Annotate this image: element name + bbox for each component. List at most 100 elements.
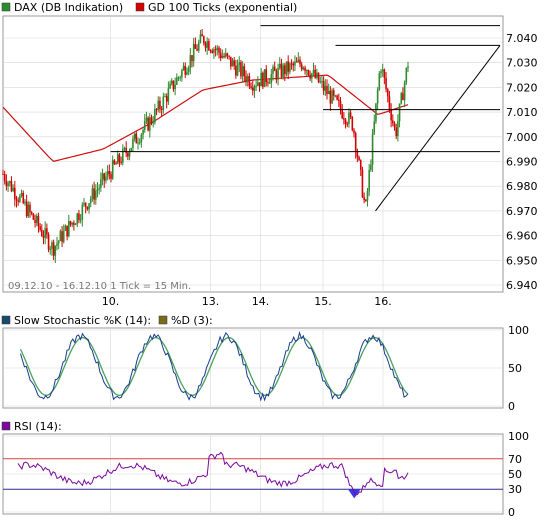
candle-body <box>130 147 133 152</box>
candle-body <box>206 41 208 48</box>
candle-body <box>287 61 289 72</box>
candle-body <box>46 228 48 235</box>
candle-body <box>219 52 222 58</box>
candle-body <box>76 213 79 225</box>
candle-body <box>253 86 256 91</box>
candle-body <box>194 44 197 49</box>
candle-body <box>230 56 232 67</box>
candle-body <box>267 81 269 84</box>
candle-body <box>47 234 50 250</box>
candle-body <box>407 66 409 68</box>
candle-body <box>223 55 225 57</box>
candle-body <box>314 69 316 78</box>
legend-swatch-ma <box>135 2 145 12</box>
candle-body <box>176 77 178 85</box>
rsi-y-tick-label: 30 <box>508 483 522 496</box>
legend-swatch-d <box>158 315 168 325</box>
candle-body <box>201 34 203 37</box>
candle-body <box>332 90 335 96</box>
candle-body <box>353 130 355 134</box>
candle-body <box>218 47 220 53</box>
candle-body <box>122 148 124 163</box>
candle-body <box>59 231 62 241</box>
candle-body <box>358 157 360 160</box>
candle-body <box>191 55 193 62</box>
candle-body <box>331 90 333 104</box>
candle-body <box>116 154 119 165</box>
candle-body <box>66 225 68 237</box>
candle-body <box>106 170 109 177</box>
price-y-tick-label: 6.960 <box>506 230 538 243</box>
candle-body <box>375 103 377 122</box>
candle-body <box>295 61 298 63</box>
candle-body <box>24 201 26 204</box>
candle-body <box>226 53 229 56</box>
candle-body <box>403 82 406 101</box>
candle-body <box>329 90 332 104</box>
candle-body <box>167 88 170 102</box>
candle-body <box>189 55 192 68</box>
legend-swatch-main <box>1 2 11 12</box>
candle-body <box>100 179 102 188</box>
candle-body <box>30 212 33 214</box>
rsi-grid <box>3 434 503 514</box>
candle-body <box>110 174 112 179</box>
candle-body <box>152 122 154 124</box>
candle-body <box>78 213 80 221</box>
candle-body <box>282 65 284 77</box>
candle-body <box>184 65 187 75</box>
candle-body <box>209 50 212 52</box>
candle-body <box>128 151 131 157</box>
candle-body <box>69 221 72 225</box>
candle-body <box>245 76 247 82</box>
candle-body <box>170 80 173 84</box>
candle-body <box>378 73 381 90</box>
candle-body <box>341 109 343 119</box>
candle-body <box>5 180 8 187</box>
support-resistance-lines <box>110 25 501 212</box>
x-tick-label: 13. <box>202 295 220 308</box>
stochastic-k-line <box>20 331 409 402</box>
candle-body <box>238 62 241 66</box>
candle-body <box>214 49 217 51</box>
candle-body <box>258 82 261 87</box>
candle-body <box>14 187 16 200</box>
candle-body <box>392 120 394 124</box>
candle-body <box>385 77 387 90</box>
candle-body <box>302 67 305 70</box>
legend-ma-series: GD 100 Ticks (exponential) <box>148 1 297 14</box>
moving-average-line <box>2 74 409 162</box>
candle-body <box>127 152 129 157</box>
candle-body <box>275 71 278 80</box>
candle-body <box>3 174 6 181</box>
candle-body <box>326 85 328 95</box>
rsi-y-tick-label: 70 <box>508 453 522 466</box>
candle-body <box>316 72 318 78</box>
candle-body <box>272 66 274 75</box>
candle-body <box>251 87 254 91</box>
candle-body <box>172 80 175 90</box>
candle-body <box>79 219 82 221</box>
candle-body <box>181 70 183 78</box>
candle-body <box>49 248 52 250</box>
candle-body <box>169 83 171 89</box>
candle-body <box>356 151 359 158</box>
candle-body <box>120 162 122 164</box>
x-tick-label: 16. <box>374 295 392 308</box>
candle-body <box>305 70 308 72</box>
candle-body <box>246 76 249 82</box>
candle-body <box>383 69 386 78</box>
candle-body <box>27 204 30 217</box>
candle-body <box>363 197 365 201</box>
candle-body <box>44 228 46 238</box>
moving-average <box>2 74 409 162</box>
candle-body <box>42 235 45 238</box>
candle-body <box>160 108 163 110</box>
candle-body <box>334 95 337 97</box>
candle-body <box>233 60 235 66</box>
candle-body <box>366 190 369 201</box>
candle-body <box>317 72 320 83</box>
trend-line <box>375 45 501 212</box>
candle-body <box>370 164 372 170</box>
